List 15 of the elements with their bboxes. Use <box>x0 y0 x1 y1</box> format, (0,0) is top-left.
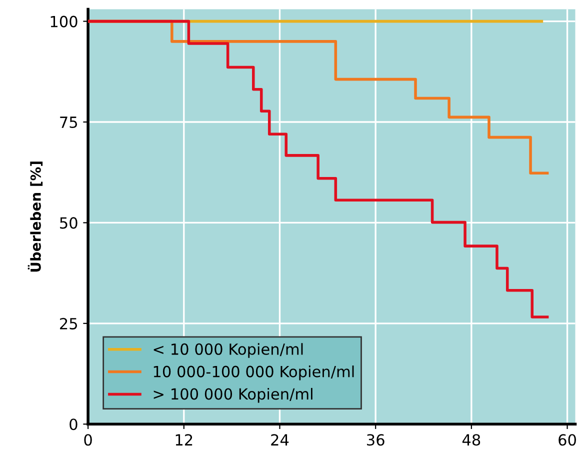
x-tick-label: 36 <box>367 434 384 446</box>
y-tick-label: 0 <box>70 418 78 430</box>
legend-label: 10 000-100 000 Kopien/ml <box>154 366 354 380</box>
legend-label: < 10 000 Kopien/ml <box>154 343 303 358</box>
y-tick-label: 100 <box>50 16 78 28</box>
y-tick-label: 75 <box>60 116 77 128</box>
x-tick-label: 60 <box>558 434 576 446</box>
x-tick-label: 0 <box>84 434 92 446</box>
y-tick-label: 25 <box>60 318 77 330</box>
y-tick-label: 50 <box>60 217 78 229</box>
y-axis-title: Überleben [%] <box>28 162 43 272</box>
x-tick-label: 12 <box>176 434 192 446</box>
x-tick-label: 24 <box>271 434 289 446</box>
x-tick-label: 48 <box>462 434 480 446</box>
legend-label: > 100 000 Kopien/ml <box>154 388 312 403</box>
